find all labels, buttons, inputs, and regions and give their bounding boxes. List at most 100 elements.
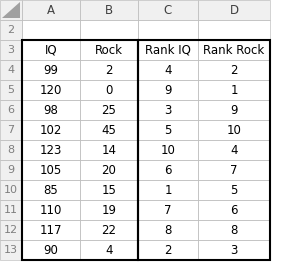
Text: 6: 6	[7, 105, 15, 115]
Text: 6: 6	[164, 163, 172, 176]
Bar	[0, 0, 22, 20]
Bar	[80, 20, 138, 40]
Text: 2: 2	[105, 64, 113, 77]
Bar	[198, 100, 270, 120]
Text: 4: 4	[7, 65, 15, 75]
Bar	[22, 40, 80, 60]
Bar	[80, 100, 138, 120]
Bar	[198, 240, 270, 260]
Bar	[80, 220, 138, 240]
Bar	[138, 40, 198, 60]
Bar	[0, 40, 22, 60]
Bar	[198, 180, 270, 200]
Bar	[138, 160, 198, 180]
Bar	[0, 140, 22, 160]
Text: 0: 0	[105, 84, 113, 96]
Bar	[22, 160, 80, 180]
Text: 5: 5	[230, 183, 238, 197]
Bar	[22, 200, 80, 220]
Bar	[22, 240, 80, 260]
Bar	[80, 60, 138, 80]
Bar	[198, 0, 270, 20]
Bar	[198, 60, 270, 80]
Text: Rank Rock: Rank Rock	[203, 44, 265, 57]
Bar	[0, 120, 22, 140]
Polygon shape	[2, 2, 20, 18]
Text: A: A	[47, 3, 55, 17]
Bar	[80, 160, 138, 180]
Bar	[22, 220, 80, 240]
Text: 10: 10	[226, 124, 241, 136]
Bar	[198, 0, 270, 20]
Text: 1: 1	[164, 183, 172, 197]
Bar	[138, 60, 198, 80]
Bar	[22, 120, 80, 140]
Bar	[22, 60, 80, 80]
Text: 98: 98	[44, 104, 59, 116]
Text: 20: 20	[102, 163, 117, 176]
Bar	[138, 240, 198, 260]
Bar	[198, 100, 270, 120]
Bar	[138, 140, 198, 160]
Text: 9: 9	[164, 84, 172, 96]
Bar	[80, 40, 138, 60]
Bar	[138, 180, 198, 200]
Text: 4: 4	[230, 143, 238, 156]
Text: D: D	[229, 3, 238, 17]
Bar	[80, 140, 138, 160]
Bar	[138, 80, 198, 100]
Text: 4: 4	[105, 244, 113, 257]
Bar	[22, 0, 80, 20]
Bar	[0, 160, 22, 180]
Bar	[22, 0, 80, 20]
Text: 9: 9	[230, 104, 238, 116]
Text: 102: 102	[40, 124, 62, 136]
Bar	[22, 200, 80, 220]
Bar	[0, 200, 22, 220]
Bar	[80, 120, 138, 140]
Text: 25: 25	[102, 104, 117, 116]
Bar	[138, 20, 198, 40]
Text: C: C	[164, 3, 172, 17]
Bar	[138, 120, 198, 140]
Bar	[138, 20, 198, 40]
Bar	[0, 20, 22, 40]
Bar	[138, 80, 198, 100]
Bar	[0, 140, 22, 160]
Bar	[22, 80, 80, 100]
Bar	[198, 40, 270, 60]
Text: 7: 7	[7, 125, 15, 135]
Text: Rank IQ: Rank IQ	[145, 44, 191, 57]
Bar	[80, 140, 138, 160]
Bar	[0, 100, 22, 120]
Text: 8: 8	[7, 145, 15, 155]
Bar	[0, 160, 22, 180]
Bar	[138, 40, 198, 60]
Text: 7: 7	[164, 203, 172, 217]
Text: 90: 90	[44, 244, 59, 257]
Bar	[138, 200, 198, 220]
Bar	[22, 160, 80, 180]
Bar	[80, 120, 138, 140]
Bar	[0, 120, 22, 140]
Bar	[0, 40, 22, 60]
Bar	[0, 60, 22, 80]
Bar	[138, 100, 198, 120]
Text: 117: 117	[40, 223, 62, 237]
Bar	[0, 180, 22, 200]
Bar	[80, 80, 138, 100]
Text: 85: 85	[44, 183, 58, 197]
Bar	[198, 40, 270, 60]
Text: 1: 1	[230, 84, 238, 96]
Bar	[138, 0, 198, 20]
Bar	[198, 80, 270, 100]
Text: 8: 8	[164, 223, 172, 237]
Bar	[80, 60, 138, 80]
Text: 5: 5	[164, 124, 172, 136]
Text: 5: 5	[7, 85, 15, 95]
Bar	[22, 40, 138, 260]
Text: 10: 10	[4, 185, 18, 195]
Text: 45: 45	[102, 124, 117, 136]
Bar	[0, 0, 22, 20]
Bar	[198, 220, 270, 240]
